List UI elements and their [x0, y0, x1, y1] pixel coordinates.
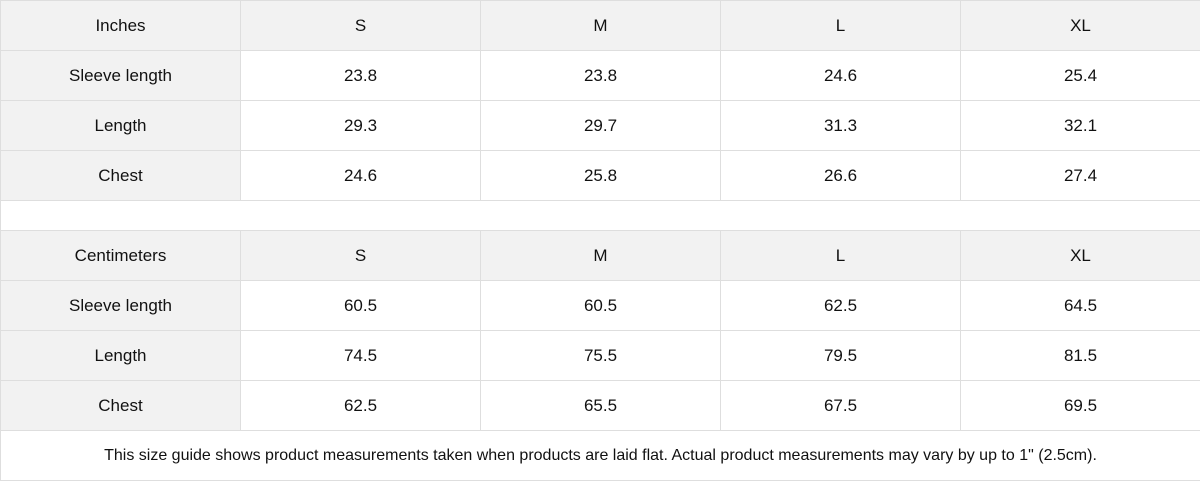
measurement-value: 24.6 [241, 151, 481, 201]
measurement-value: 29.3 [241, 101, 481, 151]
measurement-value: 69.5 [961, 381, 1200, 431]
measurement-label: Chest [1, 151, 241, 201]
measurement-value: 27.4 [961, 151, 1200, 201]
size-header: S [241, 231, 481, 281]
measurement-value: 81.5 [961, 331, 1200, 381]
size-header: L [721, 231, 961, 281]
measurement-value: 24.6 [721, 51, 961, 101]
size-header: S [241, 1, 481, 51]
unit-label: Centimeters [1, 231, 241, 281]
measurement-label: Length [1, 331, 241, 381]
note-row: This size guide shows product measuremen… [1, 431, 1200, 481]
measurement-value: 79.5 [721, 331, 961, 381]
measurement-value: 32.1 [961, 101, 1200, 151]
measurement-label: Length [1, 101, 241, 151]
size-guide-note: This size guide shows product measuremen… [1, 431, 1200, 481]
measurement-value: 60.5 [241, 281, 481, 331]
size-header: XL [961, 1, 1200, 51]
size-header: M [481, 1, 721, 51]
measurement-value: 64.5 [961, 281, 1200, 331]
spacer-row [1, 201, 1200, 231]
size-header: L [721, 1, 961, 51]
size-header: XL [961, 231, 1200, 281]
measurement-label: Sleeve length [1, 281, 241, 331]
measurement-value: 25.8 [481, 151, 721, 201]
measurement-value: 74.5 [241, 331, 481, 381]
unit-label: Inches [1, 1, 241, 51]
measurement-value: 60.5 [481, 281, 721, 331]
measurement-value: 62.5 [721, 281, 961, 331]
measurement-value: 75.5 [481, 331, 721, 381]
size-header: M [481, 231, 721, 281]
measurement-value: 23.8 [481, 51, 721, 101]
measurement-value: 29.7 [481, 101, 721, 151]
measurement-value: 26.6 [721, 151, 961, 201]
measurement-label: Chest [1, 381, 241, 431]
measurement-value: 25.4 [961, 51, 1200, 101]
measurement-label: Sleeve length [1, 51, 241, 101]
measurement-value: 23.8 [241, 51, 481, 101]
measurement-value: 31.3 [721, 101, 961, 151]
measurement-value: 62.5 [241, 381, 481, 431]
spacer [1, 201, 1200, 231]
measurement-value: 67.5 [721, 381, 961, 431]
measurement-value: 65.5 [481, 381, 721, 431]
